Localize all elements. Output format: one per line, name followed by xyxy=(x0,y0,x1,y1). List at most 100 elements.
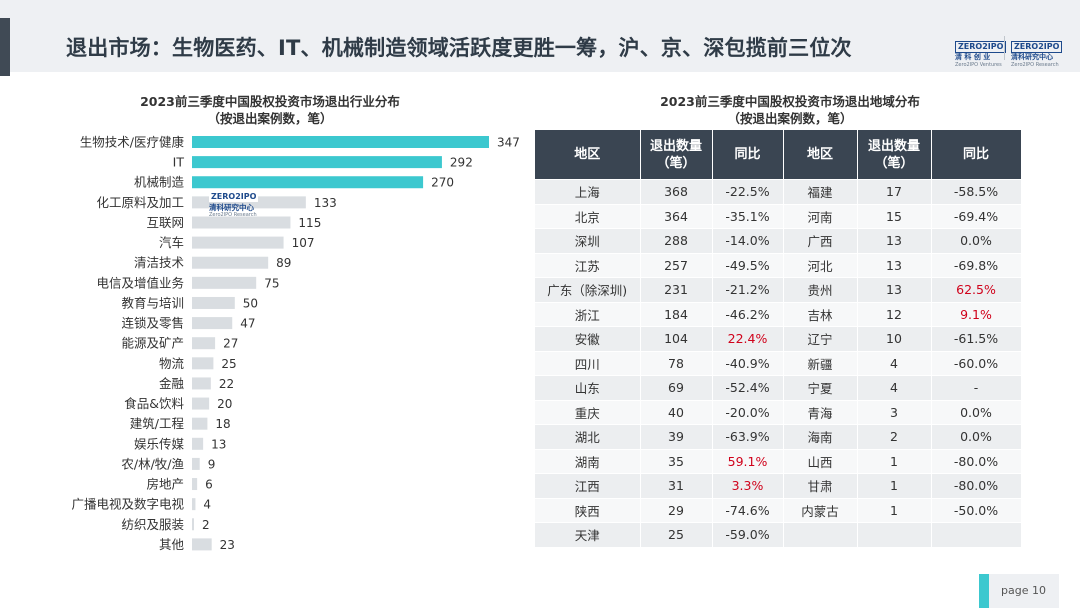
table-cell: - xyxy=(931,375,1022,400)
category-label: 汽车 xyxy=(159,235,184,250)
table-row: 山东 69 -52.4% 宁夏 4- xyxy=(535,375,1022,400)
zero2ipo-ventures-logo: ZERO2IPO 清 科 创 业 Zero2IPO Ventures xyxy=(955,34,1007,68)
category-label: 其他 xyxy=(159,537,185,552)
table-header-cell: 地区 xyxy=(535,130,641,180)
category-label: 食品&饮料 xyxy=(124,396,184,411)
table-cell: -58.5% xyxy=(931,179,1022,204)
value-label: 22 xyxy=(219,377,234,391)
category-label: 清洁技术 xyxy=(134,255,185,270)
bar-14 xyxy=(192,417,208,430)
table-cell: 湖北 xyxy=(535,424,641,449)
category-label: IT xyxy=(173,155,185,170)
footer-box xyxy=(989,574,1059,608)
value-label: 13 xyxy=(211,437,226,451)
table-cell: 12 xyxy=(857,301,932,327)
table-cell: 13 xyxy=(857,252,932,278)
category-label: 农/林/牧/渔 xyxy=(121,456,184,471)
category-label: 纺织及服装 xyxy=(121,517,184,532)
bar-12 xyxy=(192,377,211,390)
table-row: 天津 25 -59.0% xyxy=(535,522,1022,547)
value-label: 115 xyxy=(298,216,321,230)
table-cell: 湖南 xyxy=(535,448,641,474)
category-label: 机械制造 xyxy=(134,175,185,190)
table-cell: 内蒙古 xyxy=(783,497,858,523)
zero2ipo-watermark: ZERO2IPO 清科研究中心 Zero2IPO Research xyxy=(209,184,269,218)
table-row: 上海 368 -22.5% 福建 17 -58.5% xyxy=(535,179,1022,204)
table-cell: -22.5% xyxy=(712,179,784,204)
table-cell: -60.0% xyxy=(931,350,1022,376)
bar-13 xyxy=(192,397,210,410)
table-cell: 4 xyxy=(857,375,932,400)
value-label: 347 xyxy=(497,136,520,150)
table-cell: 山西 xyxy=(783,448,858,474)
table-cell: 1 xyxy=(857,497,932,523)
value-label: 107 xyxy=(292,236,315,250)
table-cell: 15 xyxy=(857,203,932,229)
table-row: 深圳 288 -14.0% 广西 13 0.0% xyxy=(535,228,1022,253)
value-label: 292 xyxy=(450,156,473,170)
table-cell: 陕西 xyxy=(535,497,641,523)
industry-bar-chart: 生物技术/医疗健康 347 IT 292 机械制造 270 化工原料及加工 133 互联网 115… xyxy=(71,135,520,552)
category-label: 建筑/工程 xyxy=(130,416,185,431)
table-cell: 重庆 xyxy=(535,399,641,425)
table-cell: 江西 xyxy=(535,473,641,498)
logo-cn: 清 科 创 业 xyxy=(955,53,991,61)
value-label: 75 xyxy=(264,276,279,290)
category-label: 生物技术/医疗健康 xyxy=(80,135,185,150)
table-cell xyxy=(783,522,858,547)
bar-10 xyxy=(192,337,216,350)
bar-5 xyxy=(192,236,284,249)
table-cell: 231 xyxy=(640,277,713,302)
table-cell: 吉林 xyxy=(783,301,858,327)
table-row: 四川 78 -40.9% 新疆 4 -60.0% xyxy=(535,350,1022,376)
table-row: 湖南 35 59.1% 山西 1 -80.0% xyxy=(535,448,1022,474)
table-cell: 368 xyxy=(640,179,713,204)
table-cell: 1 xyxy=(857,473,932,498)
bar-17 xyxy=(192,478,198,491)
category-label: 电信及增值业务 xyxy=(96,275,184,290)
bar-2 xyxy=(192,176,424,189)
table-cell: -46.2% xyxy=(712,301,784,327)
table-cell: 13 xyxy=(857,228,932,253)
category-label: 金融 xyxy=(159,376,185,391)
bar-8 xyxy=(192,296,235,309)
table-cell: 新疆 xyxy=(783,350,858,376)
table-cell: 59.1% xyxy=(712,448,784,474)
logo-en: Zero2IPO Research xyxy=(1011,62,1059,68)
table-row: 江西 31 3.3% 甘肃 1 -80.0% xyxy=(535,473,1022,498)
value-label: 6 xyxy=(205,478,213,492)
table-cell: 3.3% xyxy=(712,473,784,498)
watermark-en: Zero2IPO Research xyxy=(209,212,257,218)
table-cell: -63.9% xyxy=(712,424,784,449)
region-table-title: 2023前三季度中国股权投资市场退出地域分布 （按退出案例数，笔） xyxy=(620,93,960,127)
table-cell: 河北 xyxy=(783,252,858,278)
region-table-subtitle: （按退出案例数，笔） xyxy=(727,111,853,126)
table-cell: 2 xyxy=(857,424,932,449)
table-cell: 69 xyxy=(640,375,713,400)
table-cell: -80.0% xyxy=(931,473,1022,498)
table-cell xyxy=(931,522,1022,547)
value-label: 50 xyxy=(243,296,258,310)
table-cell: -14.0% xyxy=(712,228,784,253)
table-cell: 17 xyxy=(857,179,932,204)
industry-chart-subtitle: （按退出案例数，笔） xyxy=(207,111,333,126)
table-cell: 29 xyxy=(640,497,713,523)
table-cell: 辽宁 xyxy=(783,326,858,351)
table-cell: -61.5% xyxy=(931,326,1022,351)
table-cell: 广西 xyxy=(783,228,858,253)
category-label: 能源及矿产 xyxy=(121,336,184,351)
table-cell: 北京 xyxy=(535,203,641,229)
value-label: 20 xyxy=(217,397,232,411)
bar-20 xyxy=(192,538,212,551)
category-label: 物流 xyxy=(159,356,185,371)
table-cell: -20.0% xyxy=(712,399,784,425)
table-cell: 3 xyxy=(857,399,932,425)
table-cell: -52.4% xyxy=(712,375,784,400)
zero2ipo-research-logo: ZERO2IPO 清科研究中心 Zero2IPO Research xyxy=(1011,34,1063,68)
bar-6 xyxy=(192,256,269,269)
category-label: 教育与培训 xyxy=(121,295,184,310)
table-cell: 35 xyxy=(640,448,713,474)
table-header-cell: 同比 xyxy=(712,130,784,180)
footer-accent-bar xyxy=(979,574,989,608)
industry-chart-title-main: 2023前三季度中国股权投资市场退出行业分布 xyxy=(140,94,400,109)
